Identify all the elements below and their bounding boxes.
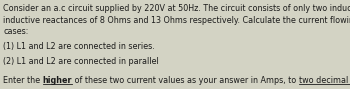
Text: two decimal places: two decimal places (299, 76, 350, 85)
Text: higher: higher (43, 76, 72, 85)
Text: Enter the: Enter the (3, 76, 43, 85)
Text: Consider an a.c circuit supplied by 220V at 50Hz. The circuit consists of only t: Consider an a.c circuit supplied by 220V… (3, 4, 350, 13)
Text: of these two current values as your answer in Amps, to: of these two current values as your answ… (72, 76, 299, 85)
Text: (2) L1 and L2 are connected in parallel: (2) L1 and L2 are connected in parallel (3, 57, 159, 66)
Text: inductive reactances of 8 Ohms and 13 Ohms respectively. Calculate the current f: inductive reactances of 8 Ohms and 13 Oh… (3, 16, 350, 25)
Text: cases:: cases: (3, 27, 28, 36)
Text: (1) L1 and L2 are connected in series.: (1) L1 and L2 are connected in series. (3, 42, 155, 51)
